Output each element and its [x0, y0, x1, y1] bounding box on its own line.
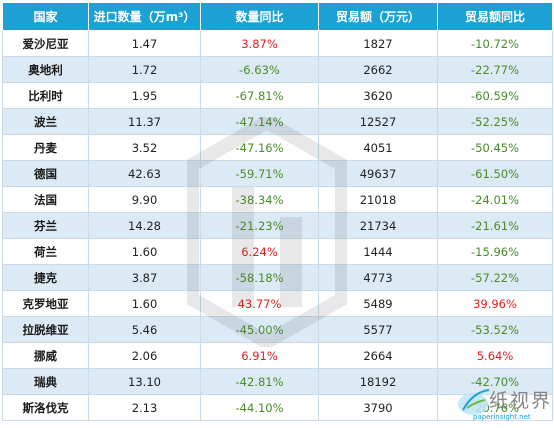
table-row: 丹麦 3.52 -47.16% 4051 -50.45%: [2, 134, 553, 161]
quantity-yoy-cell: -21.23%: [200, 212, 319, 239]
table-header-row: 国家 进口数量（万m³） 数量同比 贸易额（万元） 贸易额同比: [2, 2, 553, 31]
quantity-yoy-cell: -47.16%: [200, 134, 319, 161]
table-row: 波兰 11.37 -47.14% 12527 -52.25%: [2, 108, 553, 135]
trade-value-yoy-cell: -57.22%: [437, 264, 553, 291]
table-row: 比利时 1.95 -67.81% 3620 -60.59%: [2, 82, 553, 109]
trade-value-cell: 4051: [318, 134, 438, 161]
table-row: 芬兰 14.28 -21.23% 21734 -21.61%: [2, 212, 553, 239]
import-quantity-cell: 14.28: [88, 212, 201, 239]
trade-value-yoy-cell: -50.45%: [437, 134, 553, 161]
trade-value-yoy-cell: 5.64%: [437, 342, 553, 369]
header-trade-value[interactable]: 贸易额（万元）: [318, 2, 438, 31]
import-quantity-cell: 42.63: [88, 160, 201, 187]
import-statistics-table: 国家 进口数量（万m³） 数量同比 贸易额（万元） 贸易额同比 爱沙尼亚 1.47…: [2, 2, 553, 421]
import-quantity-cell: 9.90: [88, 186, 201, 213]
quantity-yoy-cell: -58.18%: [200, 264, 319, 291]
table-row: 克罗地亚 1.60 43.77% 5489 39.96%: [2, 290, 553, 317]
trade-value-yoy-cell: -10.72%: [437, 30, 553, 57]
trade-value-yoy-cell: -52.25%: [437, 108, 553, 135]
quantity-yoy-cell: 6.24%: [200, 238, 319, 265]
country-cell: 瑞典: [2, 368, 89, 395]
trade-value-yoy-cell: -21.61%: [437, 212, 553, 239]
quantity-yoy-cell: -59.71%: [200, 160, 319, 187]
quantity-yoy-cell: 43.77%: [200, 290, 319, 317]
country-cell: 克罗地亚: [2, 290, 89, 317]
trade-value-yoy-cell: -15.96%: [437, 238, 553, 265]
country-cell: 奥地利: [2, 56, 89, 83]
country-cell: 挪威: [2, 342, 89, 369]
import-quantity-cell: 3.52: [88, 134, 201, 161]
table-row: 奥地利 1.72 -6.63% 2662 -22.77%: [2, 56, 553, 83]
trade-value-cell: 5489: [318, 290, 438, 317]
table-row: 瑞典 13.10 -42.81% 18192 -42.70%: [2, 368, 553, 395]
header-country[interactable]: 国家: [2, 2, 89, 31]
table-row: 斯洛伐克 2.13 -44.10% 3790 -20.76%: [2, 394, 553, 421]
country-cell: 比利时: [2, 82, 89, 109]
trade-value-yoy-cell: -61.50%: [437, 160, 553, 187]
table-row: 德国 42.63 -59.71% 49637 -61.50%: [2, 160, 553, 187]
table-row: 捷克 3.87 -58.18% 4773 -57.22%: [2, 264, 553, 291]
import-quantity-cell: 1.95: [88, 82, 201, 109]
quantity-yoy-cell: -44.10%: [200, 394, 319, 421]
import-quantity-cell: 2.06: [88, 342, 201, 369]
country-cell: 捷克: [2, 264, 89, 291]
header-quantity-yoy[interactable]: 数量同比: [200, 2, 319, 31]
table-row: 挪威 2.06 6.91% 2664 5.64%: [2, 342, 553, 369]
trade-value-cell: 1444: [318, 238, 438, 265]
country-cell: 丹麦: [2, 134, 89, 161]
trade-value-yoy-cell: -53.52%: [437, 316, 553, 343]
quantity-yoy-cell: -6.63%: [200, 56, 319, 83]
quantity-yoy-cell: -38.34%: [200, 186, 319, 213]
import-quantity-cell: 1.47: [88, 30, 201, 57]
quantity-yoy-cell: 3.87%: [200, 30, 319, 57]
header-import-quantity[interactable]: 进口数量（万m³）: [88, 2, 201, 31]
trade-value-cell: 21734: [318, 212, 438, 239]
import-quantity-cell: 5.46: [88, 316, 201, 343]
country-cell: 法国: [2, 186, 89, 213]
trade-value-yoy-cell: -22.77%: [437, 56, 553, 83]
quantity-yoy-cell: 6.91%: [200, 342, 319, 369]
trade-value-yoy-cell: -20.76%: [437, 394, 553, 421]
table-row: 爱沙尼亚 1.47 3.87% 1827 -10.72%: [2, 30, 553, 57]
trade-value-cell: 4773: [318, 264, 438, 291]
trade-value-cell: 21018: [318, 186, 438, 213]
table-row: 法国 9.90 -38.34% 21018 -24.01%: [2, 186, 553, 213]
country-cell: 荷兰: [2, 238, 89, 265]
import-quantity-cell: 11.37: [88, 108, 201, 135]
import-quantity-cell: 2.13: [88, 394, 201, 421]
trade-value-cell: 18192: [318, 368, 438, 395]
quantity-yoy-cell: -47.14%: [200, 108, 319, 135]
table-row: 荷兰 1.60 6.24% 1444 -15.96%: [2, 238, 553, 265]
country-cell: 拉脱维亚: [2, 316, 89, 343]
quantity-yoy-cell: -45.00%: [200, 316, 319, 343]
import-quantity-cell: 1.60: [88, 238, 201, 265]
trade-value-cell: 2664: [318, 342, 438, 369]
trade-value-cell: 5577: [318, 316, 438, 343]
import-quantity-cell: 1.72: [88, 56, 201, 83]
table-body: 爱沙尼亚 1.47 3.87% 1827 -10.72% 奥地利 1.72 -6.63% 266…: [2, 30, 553, 421]
trade-value-cell: 12527: [318, 108, 438, 135]
trade-value-cell: 3620: [318, 82, 438, 109]
quantity-yoy-cell: -42.81%: [200, 368, 319, 395]
country-cell: 德国: [2, 160, 89, 187]
country-cell: 斯洛伐克: [2, 394, 89, 421]
trade-value-yoy-cell: 39.96%: [437, 290, 553, 317]
country-cell: 波兰: [2, 108, 89, 135]
trade-value-cell: 49637: [318, 160, 438, 187]
country-cell: 爱沙尼亚: [2, 30, 89, 57]
trade-value-cell: 3790: [318, 394, 438, 421]
import-quantity-cell: 3.87: [88, 264, 201, 291]
trade-value-yoy-cell: -42.70%: [437, 368, 553, 395]
trade-value-yoy-cell: -60.59%: [437, 82, 553, 109]
trade-value-cell: 1827: [318, 30, 438, 57]
import-quantity-cell: 13.10: [88, 368, 201, 395]
table-row: 拉脱维亚 5.46 -45.00% 5577 -53.52%: [2, 316, 553, 343]
import-quantity-cell: 1.60: [88, 290, 201, 317]
header-trade-value-yoy[interactable]: 贸易额同比: [437, 2, 553, 31]
trade-value-cell: 2662: [318, 56, 438, 83]
quantity-yoy-cell: -67.81%: [200, 82, 319, 109]
trade-value-yoy-cell: -24.01%: [437, 186, 553, 213]
country-cell: 芬兰: [2, 212, 89, 239]
